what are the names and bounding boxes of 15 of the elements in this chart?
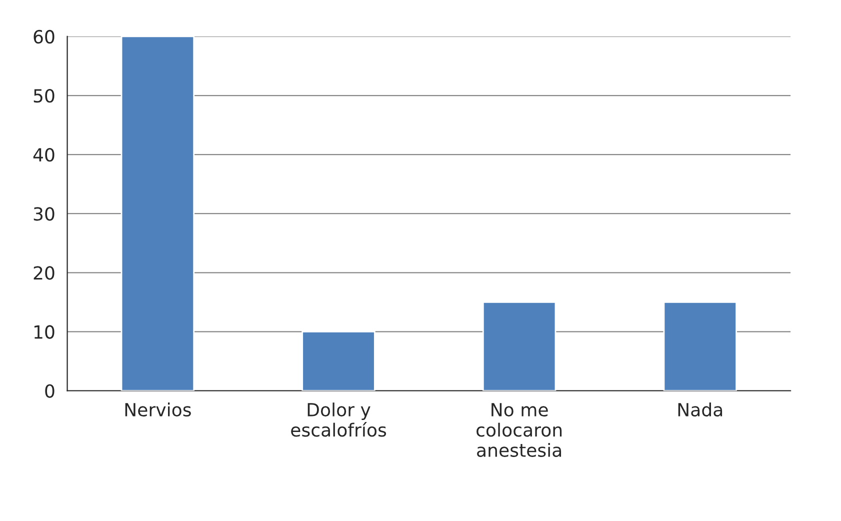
y-tick-label: 30 [34,207,54,221]
y-tick-label: 40 [33,148,54,162]
bar [302,331,376,391]
y-tick-label: 10 [34,325,54,339]
bar [120,36,195,391]
bar [663,301,737,391]
x-tick-label: No me colocaron anestesia [476,403,562,457]
y-tick-label: 20 [34,266,54,280]
bar [482,301,556,391]
x-tick-label: Nada [678,402,722,417]
y-tick-label: 60 [34,30,54,44]
x-tick-label: Nervios [125,402,191,417]
x-tick-label: Dolor y escalofríos [291,402,386,437]
y-tick-label: 0 [45,384,54,398]
y-tick-label: 50 [34,88,54,103]
